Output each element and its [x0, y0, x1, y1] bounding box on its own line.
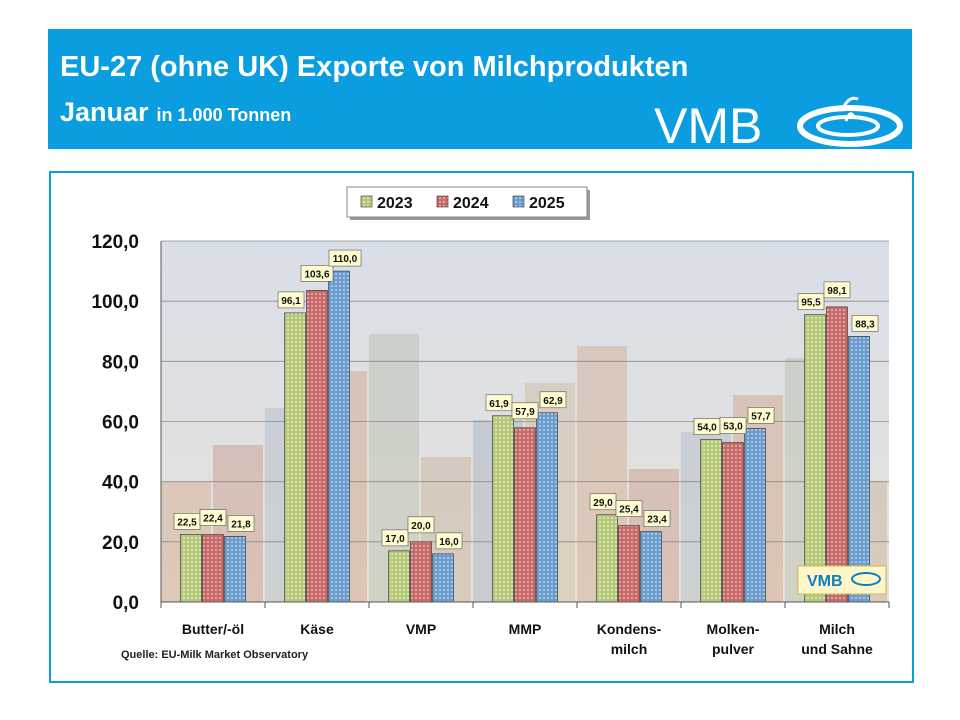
data-label: 57,7 [751, 411, 771, 422]
data-label: 17,0 [385, 534, 405, 545]
chart-panel: 22,5 22,4 21,8 96,1 103,6 110,0 17,0 20,0 16,0 61… [49, 171, 914, 683]
data-label-box [719, 417, 747, 434]
bar-2023 [492, 415, 514, 603]
data-label: 29,0 [593, 498, 613, 509]
bar-2025 [432, 553, 454, 603]
mini-logo-swirl-icon [851, 572, 881, 586]
data-label: 96,1 [281, 296, 301, 307]
data-label: 110,0 [333, 254, 358, 265]
y-tick-label: 60,0 [102, 413, 139, 434]
data-label-box [851, 315, 879, 332]
x-tick-label: pulver [712, 641, 755, 657]
y-tick-label: 40,0 [102, 473, 139, 494]
x-tick-label: Butter/-öl [182, 621, 244, 637]
data-label: 61,9 [489, 399, 509, 410]
legend-label: 2024 [453, 195, 489, 212]
data-label-box [797, 293, 825, 311]
y-tick-label: 0,0 [113, 593, 139, 614]
x-tick-label: Kondens- [597, 621, 662, 637]
data-label: 62,9 [543, 396, 563, 407]
vmb-logo: VMB [654, 96, 903, 149]
data-label: 25,4 [619, 505, 639, 516]
data-label-box [511, 402, 539, 420]
data-label-box [435, 532, 463, 550]
bar-2023 [180, 534, 202, 603]
bar-2025 [848, 336, 870, 603]
legend: 2023 2024 2025 [346, 186, 590, 220]
bar-2023 [388, 550, 410, 603]
page-subtitle: Januar in 1.000 Tonnen [60, 97, 291, 128]
bar-2024 [410, 541, 432, 603]
data-label-box [407, 516, 435, 534]
vmb-logo-text: VMB [654, 98, 762, 149]
bar-2025 [640, 531, 662, 603]
x-tick-label: MMP [509, 621, 542, 637]
x-tick-label: Milch [819, 621, 855, 637]
legend-swatch-2025 [512, 195, 525, 208]
x-tick-label: Molken- [707, 621, 760, 637]
subtitle-month: Januar [60, 97, 149, 127]
data-label-box [615, 500, 643, 517]
data-label: 22,4 [203, 514, 223, 525]
bar-2024 [306, 290, 328, 603]
bar-2024 [722, 442, 744, 603]
bar-2025 [224, 536, 246, 603]
page-title: EU-27 (ohne UK) Exporte von Milchprodukt… [60, 51, 689, 83]
data-label-box [199, 509, 227, 526]
legend-swatch-2024 [436, 195, 449, 208]
data-label: 20,0 [411, 521, 431, 532]
source-note: Quelle: EU-Milk Market Observatory [121, 649, 309, 661]
legend-swatch-2023 [360, 195, 373, 208]
logo-swirl-icon [797, 105, 903, 147]
subtitle-unit: in 1.000 Tonnen [156, 105, 292, 125]
bar-2025 [744, 428, 766, 603]
bar-2023 [284, 312, 306, 603]
mini-vmb-logo: VMB [797, 565, 887, 595]
data-label: 16,0 [439, 537, 459, 548]
data-label-box [747, 407, 775, 424]
bar-chart: 22,5 22,4 21,8 96,1 103,6 110,0 17,0 20,0 16,0 61… [91, 186, 890, 661]
data-label: 103,6 [304, 269, 329, 280]
data-label: 57,9 [515, 407, 535, 418]
data-label: 22,5 [177, 517, 197, 528]
data-label-box [300, 265, 334, 282]
y-tick-label: 80,0 [102, 352, 139, 373]
bar-2023 [700, 439, 722, 603]
bar-2024 [202, 534, 224, 603]
legend-label: 2023 [377, 195, 413, 212]
data-label-box [277, 291, 305, 309]
data-label: 23,4 [647, 515, 667, 526]
data-label: 95,5 [801, 298, 821, 309]
bar-2023 [804, 314, 826, 603]
bar-2024 [514, 427, 536, 603]
data-label: 88,3 [855, 319, 875, 330]
data-label: 53,0 [723, 422, 743, 433]
bar-2025 [536, 412, 558, 603]
bar-2025 [328, 270, 350, 603]
x-tick-label: Käse [300, 621, 334, 637]
data-label-box [823, 281, 851, 299]
x-tick-label: milch [611, 641, 648, 657]
bar-2024 [826, 306, 848, 603]
x-tick-label: VMP [406, 621, 436, 637]
bar-2024 [618, 525, 640, 603]
y-tick-label: 100,0 [91, 292, 139, 313]
x-tick-label: und Sahne [801, 641, 873, 657]
data-label: 98,1 [827, 286, 847, 297]
data-label-box [643, 510, 671, 527]
data-label-box [539, 391, 567, 409]
data-label-box [328, 249, 362, 267]
legend-box [346, 186, 588, 218]
data-label: 54,0 [697, 423, 717, 434]
data-label-box [227, 515, 255, 532]
header-banner: EU-27 (ohne UK) Exporte von Milchprodukt… [48, 29, 912, 149]
mini-logo-text: VMB [807, 573, 843, 590]
bar-2023 [596, 514, 618, 603]
data-label-box [381, 529, 409, 547]
data-label: 21,8 [231, 519, 251, 530]
legend-label: 2025 [529, 195, 565, 212]
y-tick-label: 120,0 [91, 232, 139, 253]
y-tick-label: 20,0 [102, 533, 139, 554]
